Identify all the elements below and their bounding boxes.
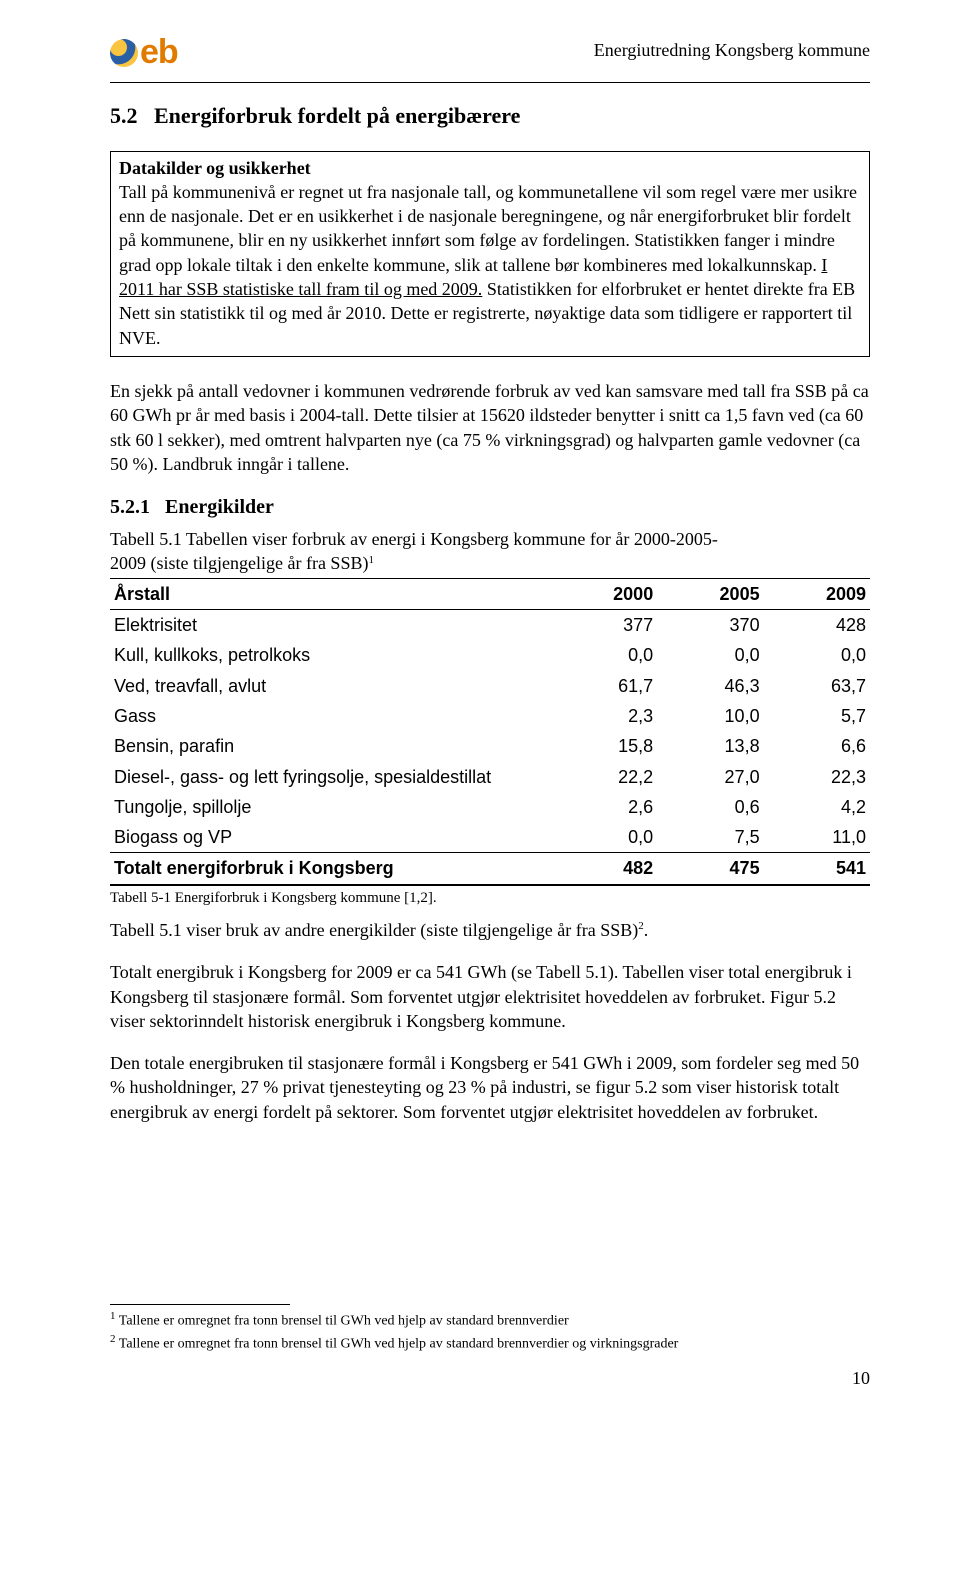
subsection-number: 5.2.1	[110, 496, 150, 518]
table-row: Gass2,310,05,7	[110, 701, 870, 731]
col-2000: 2000	[551, 578, 657, 609]
box-text-a: Tall på kommunenivå er regnet ut fra nas…	[119, 182, 857, 275]
table-row: Diesel-, gass- og lett fyringsolje, spes…	[110, 762, 870, 792]
box-title: Datakilder og usikkerhet	[119, 156, 861, 180]
footnote-2: 2 Tallene er omregnet fra tonn brensel t…	[110, 1332, 870, 1355]
page-header: eB Energiutredning Kongsberg kommune	[110, 30, 870, 76]
info-box: Datakilder og usikkerhet Tall på kommune…	[110, 151, 870, 357]
caption-b: 2009 (siste tilgjengelige år fra SSB)	[110, 553, 368, 573]
table-row: Biogass og VP0,07,511,0	[110, 822, 870, 853]
table-body: Elektrisitet377370428 Kull, kullkoks, pe…	[110, 610, 870, 885]
header-divider	[110, 82, 870, 83]
box-body: Tall på kommunenivå er regnet ut fra nas…	[119, 180, 861, 350]
table-caption: Tabell 5.1 Tabellen viser forbruk av ene…	[110, 527, 870, 576]
table-row: Kull, kullkoks, petrolkoks0,00,00,0	[110, 640, 870, 670]
table-row: Elektrisitet377370428	[110, 610, 870, 641]
footnotes: 1 Tallene er omregnet fra tonn brensel t…	[110, 1304, 870, 1354]
table-total-row: Totalt energiforbruk i Kongsberg48247554…	[110, 853, 870, 885]
para2-a: Tabell 5.1 viser bruk av andre energikil…	[110, 920, 638, 940]
para2-b: .	[644, 920, 649, 940]
footnote-divider	[110, 1304, 290, 1305]
caption-sup: 1	[368, 554, 374, 566]
subsection-heading: 5.2.1 Energikilder	[110, 494, 870, 521]
energy-table: Årstall 2000 2005 2009 Elektrisitet37737…	[110, 578, 870, 886]
logo-swirl-icon	[110, 39, 138, 67]
table-row: Ved, treavfall, avlut61,746,363,7	[110, 671, 870, 701]
col-2009: 2009	[764, 578, 870, 609]
table-footnote: Tabell 5-1 Energiforbruk i Kongsberg kom…	[110, 888, 870, 908]
section-number: 5.2	[110, 103, 138, 128]
table-row: Tungolje, spillolje2,60,64,2	[110, 792, 870, 822]
footnote-1: 1 Tallene er omregnet fra tonn brensel t…	[110, 1309, 870, 1332]
col-arstall: Årstall	[110, 578, 551, 609]
paragraph-1: En sjekk på antall vedovner i kommunen v…	[110, 379, 870, 476]
subsection-title: Energikilder	[165, 496, 274, 518]
col-2005: 2005	[657, 578, 763, 609]
logo-text: eB	[140, 30, 178, 76]
logo: eB	[110, 30, 178, 76]
section-title: Energiforbruk fordelt på energibærere	[154, 103, 520, 128]
paragraph-2: Tabell 5.1 viser bruk av andre energikil…	[110, 918, 870, 942]
header-right-text: Energiutredning Kongsberg kommune	[594, 30, 870, 62]
table-row: Bensin, parafin15,813,86,6	[110, 731, 870, 761]
table-header-row: Årstall 2000 2005 2009	[110, 578, 870, 609]
section-heading: 5.2 Energiforbruk fordelt på energibærer…	[110, 101, 870, 131]
paragraph-3: Totalt energibruk i Kongsberg for 2009 e…	[110, 960, 870, 1033]
caption-a: Tabell 5.1 Tabellen viser forbruk av ene…	[110, 529, 718, 549]
page-number: 10	[110, 1366, 870, 1390]
paragraph-4: Den totale energibruken til stasjonære f…	[110, 1051, 870, 1124]
